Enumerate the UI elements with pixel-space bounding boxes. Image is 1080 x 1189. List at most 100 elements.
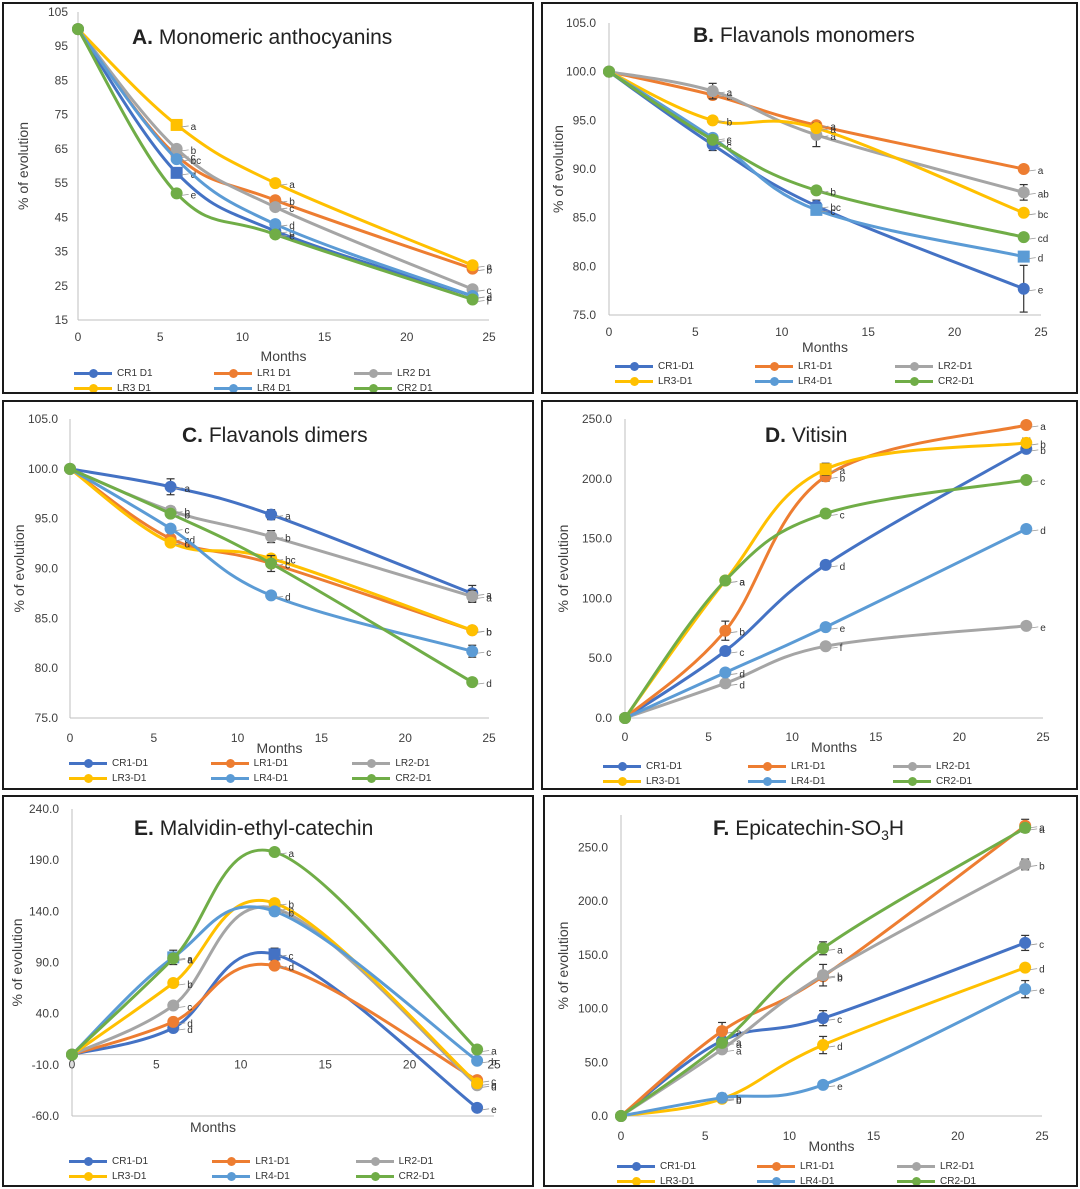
x-tick-label: 10 [231, 731, 245, 745]
letter-leader-lr4 [175, 529, 183, 532]
significance-letter-lr1: b [486, 627, 492, 638]
legend-item-lr1: LR1-D1 [210, 756, 353, 770]
y-tick-label: -60.0 [32, 1109, 60, 1123]
letter-leader-cr2 [1031, 480, 1039, 483]
legend-label-lr4: LR4-D1 [800, 1175, 835, 1187]
y-tick-label: 100.0 [578, 1002, 608, 1016]
legend-label-cr2: CR2-D1 [395, 772, 432, 784]
significance-letter-lr1: c [285, 561, 290, 572]
y-tick-label: 65 [55, 142, 69, 156]
data-point-lr2 [817, 969, 830, 982]
chart-e-plot: -60.0 -10.0 40.0 90.0 140.0 190.0 240.0 0 5 10 15 2… [9, 802, 501, 1135]
letter-leader-lr3 [828, 1045, 836, 1048]
x-tick-label: 0 [69, 1058, 76, 1072]
significance-letter-cr2: a [491, 1046, 497, 1057]
legend-label-cr2: CR2-D1 [398, 1170, 435, 1182]
data-point-cr2 [164, 507, 177, 520]
series-line-lr1 [68, 467, 474, 632]
significance-letter-cr2: e [289, 231, 295, 242]
significance-letter-lr2: a [727, 88, 733, 99]
significance-letter-cr1: c [289, 951, 294, 962]
x-tick-label: 15 [869, 730, 883, 744]
legend-swatch-lr4 [210, 773, 249, 783]
legend-swatch-cr2 [354, 383, 392, 392]
y-tick-label: 50.0 [589, 651, 613, 665]
significance-letter-lr3: a [191, 122, 197, 133]
legend-item-cr1: CR1-D1 [617, 1159, 757, 1173]
significance-letter-lr2: b [1039, 861, 1045, 872]
y-tick-label: 50.0 [585, 1055, 609, 1069]
legend-swatch-lr4 [214, 383, 252, 392]
chart-d-legend: CR1-D1 LR1-D1 LR2-D1 LR3-D1 LR4-D1 CR2-D… [603, 759, 1038, 788]
letter-leader-lr1 [1030, 826, 1038, 829]
legend-label-cr2: CR2-D1 [936, 775, 973, 787]
legend-label-cr2: CR2-D1 [938, 375, 975, 387]
data-point-lr3 [466, 259, 479, 272]
series-line-lr4 [68, 467, 474, 653]
letter-leader-lr1 [280, 200, 288, 203]
significance-letter-lr1: b [289, 197, 295, 208]
legend-swatch-lr1 [210, 758, 249, 768]
significance-letter-lr3: b [736, 1096, 742, 1107]
y-tick-label: 80.0 [35, 661, 59, 675]
data-point-cr2 [1020, 473, 1033, 486]
data-point-lr2 [719, 677, 732, 690]
letter-leader-lr2 [726, 1049, 735, 1052]
legend-label-cr2: CR2 D1 [397, 382, 433, 394]
letter-leader-lr1 [279, 966, 287, 968]
significance-letter-lr4: d [289, 221, 295, 232]
significance-letter-lr3: a [487, 262, 493, 273]
x-tick-label: 10 [775, 325, 789, 339]
y-tick-label: 95 [55, 39, 69, 53]
y-tick-label: 90.0 [573, 162, 597, 176]
data-point-cr1 [719, 645, 732, 658]
legend-swatch-lr3 [617, 1176, 655, 1185]
legend-swatch-cr2 [352, 773, 391, 783]
letter-leader-lr3 [477, 630, 485, 633]
chart-b-title-text: Flavanols monomers [719, 24, 915, 47]
legend-label-lr2: LR2-D1 [936, 760, 971, 772]
letter-leader-cr1 [482, 1108, 490, 1111]
significance-letter-lr3: d [185, 540, 191, 551]
chart-f-title-sub: 3 [881, 827, 889, 844]
x-tick-label: 5 [157, 330, 164, 344]
letter-leader-cr2 [830, 514, 838, 516]
legend-swatch-lr2 [354, 368, 392, 378]
series-line-lr3 [68, 467, 474, 632]
legend-item-lr3: LR3-D1 [615, 374, 755, 388]
significance-letter-lr1: a [1039, 823, 1045, 834]
series-line-cr1 [607, 70, 1026, 291]
x-tick-label: 10 [234, 1058, 248, 1072]
significance-letter-lr4: b [491, 1058, 497, 1069]
significance-letter-lr2: a [486, 593, 492, 604]
data-point-cr1 [471, 1101, 484, 1114]
data-point-lr1 [1020, 418, 1033, 431]
data-point-lr2 [706, 85, 719, 98]
legend-item-lr4: LR4-D1 [210, 771, 353, 785]
data-point-lr2 [1020, 619, 1033, 632]
x-tick-label: 20 [953, 730, 967, 744]
letter-leader-cr1 [830, 565, 838, 568]
series-line-lr2 [623, 624, 1028, 720]
chart-d-letter: D. [765, 424, 786, 447]
data-point-lr1 [167, 1015, 180, 1028]
legend-swatch-lr3 [74, 383, 112, 392]
legend-label-lr2: LR2-D1 [938, 360, 973, 372]
panel-f: 0.0 50.0 100.0 150.0 200.0 250.0 0 5 10 15 20 25 Mon… [543, 795, 1078, 1187]
data-point-cr2 [170, 187, 183, 200]
legend-label-lr3: LR3 D1 [117, 382, 151, 394]
letter-leader-lr3 [279, 903, 287, 906]
y-tick-label: 105 [48, 5, 68, 19]
significance-letter-lr2: a [830, 132, 836, 143]
chart-a-letter: A. [132, 26, 153, 49]
legend-item-lr3: LR3-D1 [603, 774, 748, 788]
data-point-cr1 [265, 508, 278, 521]
data-point-cr2 [716, 1036, 729, 1049]
y-axis-title: % of evolution [9, 919, 25, 1007]
data-point-lr3 [466, 624, 479, 637]
letter-leader-cr2 [1028, 237, 1036, 240]
significance-letter-lr4: b [736, 1095, 742, 1106]
x-tick-label: 5 [705, 730, 712, 744]
legend-swatch-lr4 [757, 1176, 795, 1185]
x-tick-label: 5 [150, 731, 157, 745]
